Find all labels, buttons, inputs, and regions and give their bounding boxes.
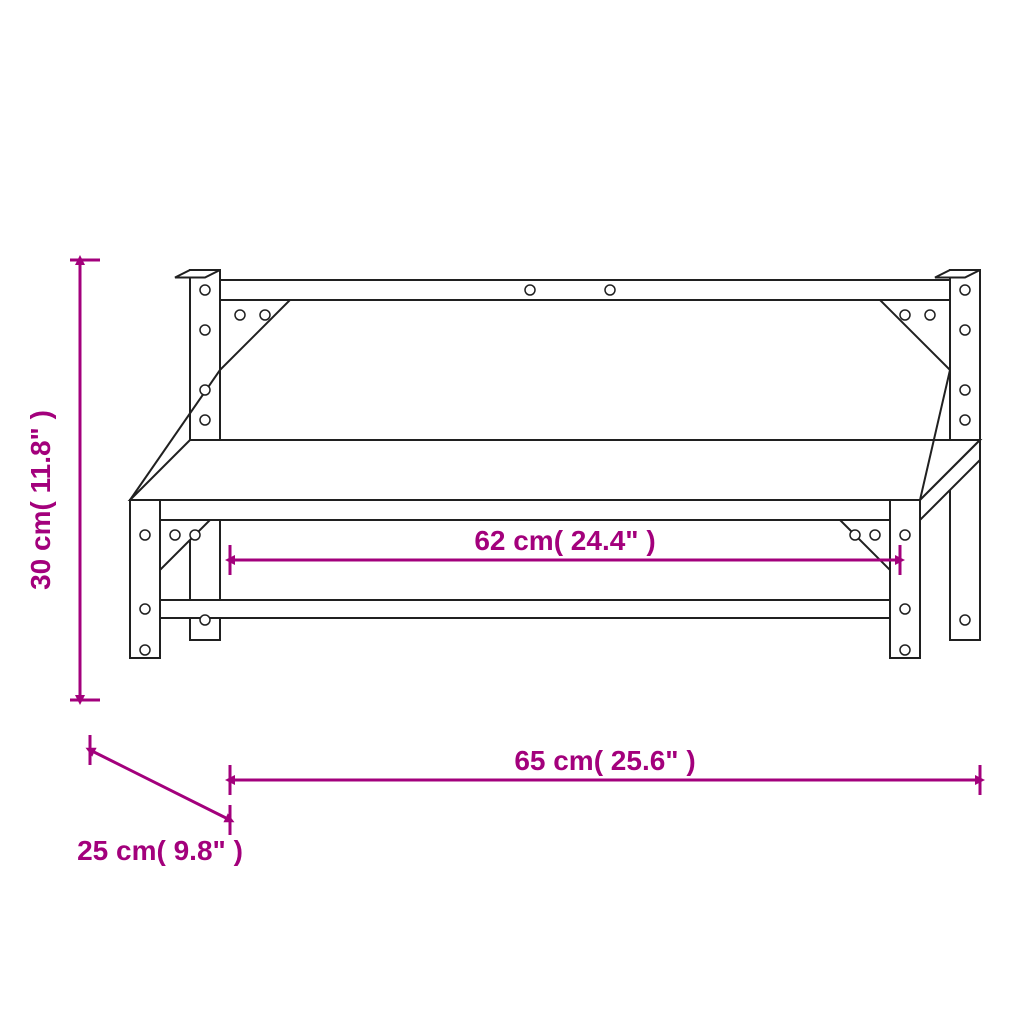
dim-label-width_outer: 65 cm( 25.6" ) — [514, 745, 695, 776]
dim-label-depth: 25 cm( 9.8" ) — [77, 835, 243, 866]
shelf-drawing — [130, 270, 980, 658]
dim-label-width_inner: 62 cm( 24.4" ) — [474, 525, 655, 556]
dim-label-height: 30 cm( 11.8" ) — [25, 410, 56, 590]
dimension-diagram: 30 cm( 11.8" ) 25 cm( 9.8" ) 62 cm( 24.4" … — [0, 0, 1024, 1024]
